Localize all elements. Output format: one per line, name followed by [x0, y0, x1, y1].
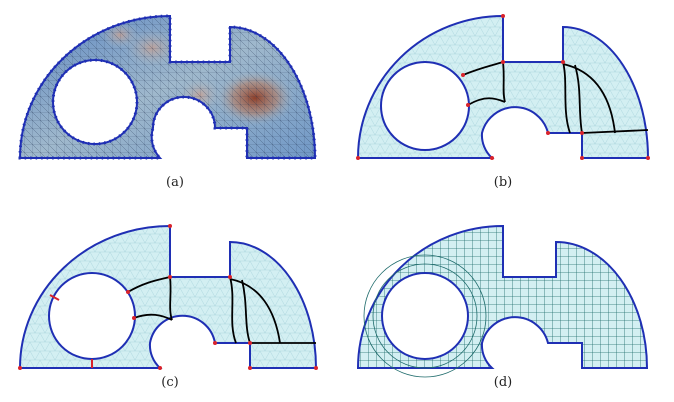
- corner-markers: [18, 224, 318, 370]
- corner-cuts: [49, 294, 93, 368]
- panel-b: (b): [356, 14, 650, 190]
- outer-boundary: [18, 14, 317, 159]
- hole-circle: [52, 59, 138, 145]
- caption-c: (c): [161, 375, 178, 390]
- quad-ring: [363, 254, 487, 378]
- hole-circle: [380, 61, 470, 151]
- hole-circle: [381, 272, 469, 360]
- caption-d: (d): [494, 375, 512, 390]
- panel-d: (d): [356, 224, 649, 390]
- quad-ring: [372, 263, 478, 369]
- hole-ticks: [51, 58, 139, 146]
- partition-lines: [127, 276, 316, 344]
- panel-a: (a): [18, 14, 317, 190]
- caption-a: (a): [166, 175, 184, 190]
- caption-b: (b): [494, 175, 512, 190]
- panel-c: (c): [18, 224, 318, 390]
- partition-lines: [462, 61, 649, 134]
- hole-circle: [48, 272, 136, 360]
- corner-markers: [356, 14, 650, 160]
